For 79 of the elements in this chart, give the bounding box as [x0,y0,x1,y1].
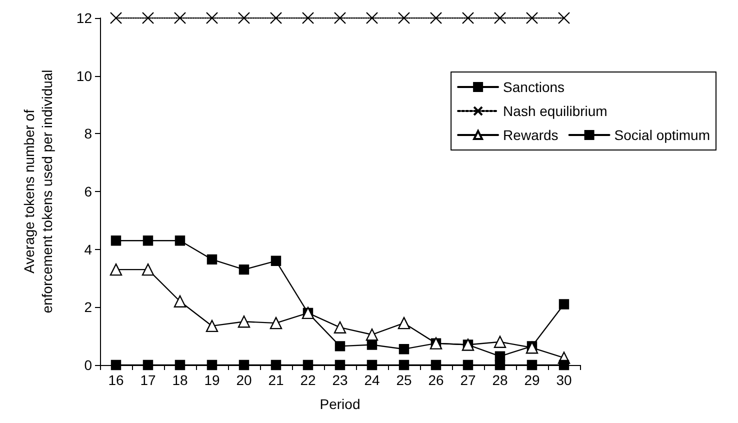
point [558,360,570,370]
point [270,256,282,266]
point [398,344,410,354]
point [110,360,122,370]
point [238,264,250,275]
point [366,12,378,24]
x-tick-label: 26 [428,372,444,388]
point [334,321,346,334]
x-tick-label: 25 [396,372,412,388]
x-tick-label: 22 [300,372,316,388]
point [206,360,218,370]
point [174,12,186,24]
y-tick-label: 12 [76,10,92,26]
legend-label: Sanctions [503,79,565,95]
point [302,12,314,24]
point [558,12,570,24]
point [398,360,410,370]
point [334,341,346,352]
point [142,360,154,370]
x-tick-label: 18 [172,372,188,388]
point [206,320,218,332]
point [494,12,506,24]
point [238,316,250,328]
legend-label: Rewards [503,127,558,143]
point [174,295,186,308]
point [238,12,250,24]
point [398,12,410,24]
point [526,12,538,24]
point [494,336,506,348]
point [270,360,282,370]
point [366,360,378,370]
point [206,12,218,24]
point [494,360,506,370]
point [462,12,474,24]
x-tick-label: 17 [140,372,156,388]
x-tick-label: 30 [556,372,572,388]
point [142,263,154,276]
point [174,360,186,370]
point [270,12,282,24]
x-tick-label: 16 [108,372,124,388]
x-axis-title: Period [320,396,360,412]
point [430,360,442,370]
point [334,360,346,370]
x-tick-label: 21 [268,372,284,388]
point [366,328,378,341]
y-axis-title: Average tokens number of enforcement tokens used per individual [21,70,55,314]
point [302,360,314,370]
point [366,340,378,350]
legend-label: Nash equilibrium [503,103,608,119]
y-tick-label: 8 [84,126,92,142]
point [334,12,346,24]
x-tick-label: 28 [492,372,508,388]
y-tick-label: 10 [76,68,92,84]
point [462,360,474,370]
x-tick-label: 19 [204,372,220,388]
legend-label: Social optimum [614,127,710,143]
point [110,236,122,246]
point [398,316,410,330]
point [174,236,186,246]
y-tick-label: 4 [84,241,92,258]
point [110,12,122,24]
x-tick-label: 20 [236,372,252,388]
point [206,254,218,265]
point [110,263,122,276]
point [526,342,538,354]
point [430,12,442,24]
x-tick-label: 24 [364,372,380,388]
x-tick-label: 23 [332,372,348,388]
point [558,299,570,310]
y-tick-label: 6 [84,184,92,200]
point [142,236,154,246]
point [142,12,154,24]
y-tick-label: 0 [84,357,92,373]
point [526,360,538,370]
point [238,360,250,370]
x-tick-label: 29 [524,372,540,388]
point [270,316,282,330]
y-tick-label: 2 [84,299,92,316]
x-tick-label: 27 [460,372,476,388]
